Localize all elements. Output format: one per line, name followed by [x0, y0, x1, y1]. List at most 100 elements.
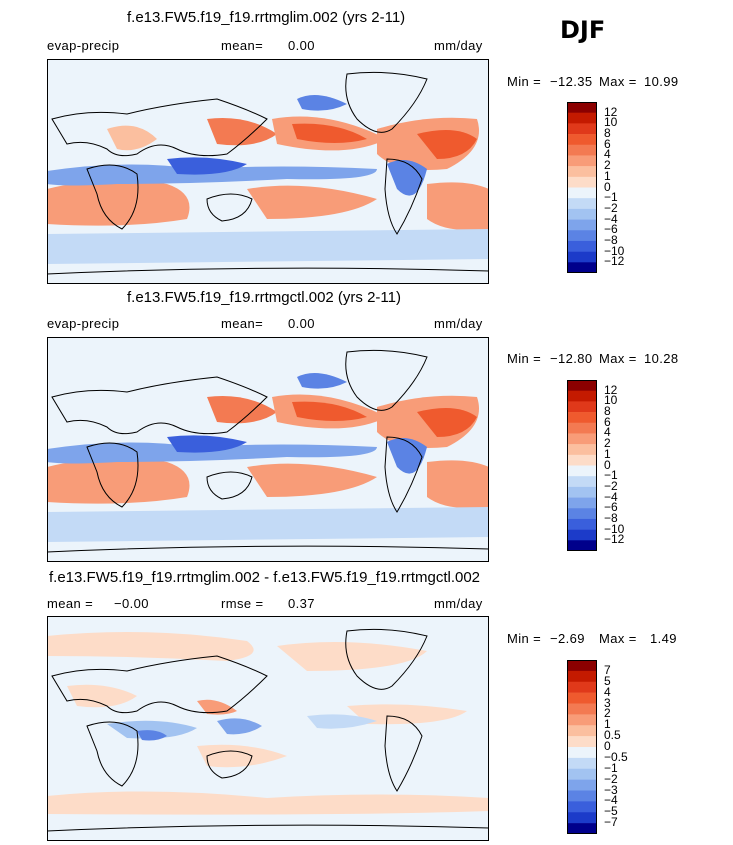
- colorbar-swatch: [567, 540, 597, 551]
- panel2-mean-value: 0.00: [288, 316, 315, 331]
- panel2-variable: evap-precip: [47, 316, 120, 331]
- panel2-coastlines: [47, 349, 489, 553]
- colorbar-swatch: [567, 198, 597, 210]
- panel3-mean-value: −0.00: [114, 596, 149, 611]
- panel1-map: [47, 59, 489, 284]
- colorbar-swatch: [567, 166, 597, 178]
- colorbar-swatch: [567, 112, 597, 124]
- panel1-title: f.e13.FW5.f19_f19.rrtmglim.002 (yrs 2-11…: [127, 9, 406, 26]
- colorbar-swatch: [567, 230, 597, 242]
- colorbar-swatch: [567, 454, 597, 466]
- colorbar-tick-label: −4: [604, 211, 618, 226]
- panel2-units: mm/day: [434, 316, 483, 331]
- panel3-map: [47, 616, 489, 841]
- panel3-max-label: Max =: [599, 631, 637, 646]
- panel1-variable: evap-precip: [47, 38, 120, 53]
- colorbar-tick-label: 1: [604, 717, 611, 732]
- colorbar-tick-label: 0: [604, 739, 611, 753]
- panel2-max-label: Max =: [599, 351, 637, 366]
- panel3-rmse-label: rmse =: [221, 596, 264, 611]
- colorbar-tick-label: 5: [604, 673, 611, 688]
- colorbar-swatch: [567, 518, 597, 530]
- colorbar-swatch: [567, 703, 597, 715]
- colorbar-tick-label: −4: [604, 793, 618, 808]
- colorbar-swatch: [567, 422, 597, 434]
- panel3-min-label: Min =: [507, 631, 542, 646]
- colorbar-tick-label: −3: [604, 782, 618, 797]
- colorbar-tick-label: −2: [604, 478, 618, 493]
- colorbar-swatch: [567, 187, 597, 199]
- panel1-colorbar: [567, 102, 597, 273]
- panel3-max-value: 1.49: [650, 631, 677, 646]
- colorbar-tick-label: −7: [604, 815, 618, 830]
- colorbar-swatch: [567, 736, 597, 748]
- season-label: DJF: [560, 16, 606, 44]
- panel2-max-value: 10.28: [644, 351, 679, 366]
- colorbar-tick-label: 0: [604, 457, 611, 472]
- colorbar-tick-label: 0: [604, 179, 611, 194]
- colorbar-swatch: [567, 476, 597, 488]
- colorbar-swatch: [567, 779, 597, 791]
- colorbar-tick-label: −12: [604, 532, 625, 547]
- panel1-mean-value: 0.00: [288, 38, 315, 53]
- panel2-field: [47, 373, 489, 542]
- colorbar-tick-label: 4: [604, 684, 611, 699]
- panel3-rmse-value: 0.37: [288, 596, 315, 611]
- colorbar-swatch: [567, 747, 597, 759]
- colorbar-tick-label: 4: [604, 147, 611, 162]
- colorbar-swatch: [567, 801, 597, 813]
- colorbar-tick-label: −1: [604, 468, 618, 483]
- colorbar-frame: [567, 380, 597, 551]
- colorbar-tick-label: −1: [604, 760, 618, 775]
- colorbar-swatch: [567, 529, 597, 541]
- panel2-colorbar: [567, 380, 597, 551]
- colorbar-swatch: [567, 823, 597, 834]
- colorbar-swatch: [567, 208, 597, 220]
- panel1-min-value: −12.35: [550, 74, 593, 89]
- colorbar-tick-label: 1: [604, 446, 611, 461]
- colorbar-frame: [567, 660, 597, 834]
- colorbar-tick-label: 4: [604, 425, 611, 440]
- colorbar-tick-label: −6: [604, 222, 618, 237]
- colorbar-tick-label: 12: [604, 382, 618, 397]
- colorbar-swatch: [567, 714, 597, 726]
- colorbar-frame: [567, 102, 597, 273]
- colorbar-tick-label: 1: [604, 168, 611, 183]
- colorbar-swatch: [567, 144, 597, 156]
- colorbar-tick-label: −10: [604, 243, 625, 258]
- colorbar-swatch: [567, 692, 597, 704]
- colorbar-swatch: [567, 812, 597, 824]
- panel1-min-label: Min =: [507, 74, 542, 89]
- panel3-units: mm/day: [434, 596, 483, 611]
- colorbar-tick-label: 3: [604, 695, 611, 710]
- colorbar-tick-label: −1: [604, 190, 618, 205]
- colorbar-tick-label: −10: [604, 521, 625, 536]
- panel1-mean-label: mean=: [221, 38, 264, 53]
- panel3-colorbar: [567, 660, 597, 834]
- colorbar-swatch: [567, 401, 597, 413]
- colorbar-tick-label: −8: [604, 510, 618, 525]
- panel3-field: [47, 632, 489, 815]
- colorbar-swatch: [567, 262, 597, 273]
- colorbar-swatch: [567, 155, 597, 167]
- colorbar-swatch: [567, 725, 597, 737]
- panel1-field: [47, 95, 489, 264]
- colorbar-tick-label: 7: [604, 662, 611, 677]
- panel2-min-label: Min =: [507, 351, 542, 366]
- colorbar-swatch: [567, 508, 597, 520]
- panel3-min-value: −2.69: [550, 631, 585, 646]
- colorbar-tick-label: −0.5: [604, 749, 628, 764]
- panel3-mean-label: mean =: [47, 596, 94, 611]
- panel1-coastlines: [47, 71, 489, 275]
- colorbar-swatch: [567, 412, 597, 424]
- colorbar-swatch: [567, 768, 597, 780]
- colorbar-tick-label: −8: [604, 232, 618, 247]
- colorbar-tick-label: 2: [604, 436, 611, 451]
- colorbar-swatch: [567, 444, 597, 456]
- colorbar-swatch: [567, 790, 597, 802]
- colorbar-swatch: [567, 486, 597, 498]
- colorbar-swatch: [567, 123, 597, 135]
- panel3-title: f.e13.FW5.f19_f19.rrtmglim.002 - f.e13.F…: [49, 569, 481, 586]
- panel2-map: [47, 337, 489, 562]
- colorbar-swatch: [567, 102, 597, 113]
